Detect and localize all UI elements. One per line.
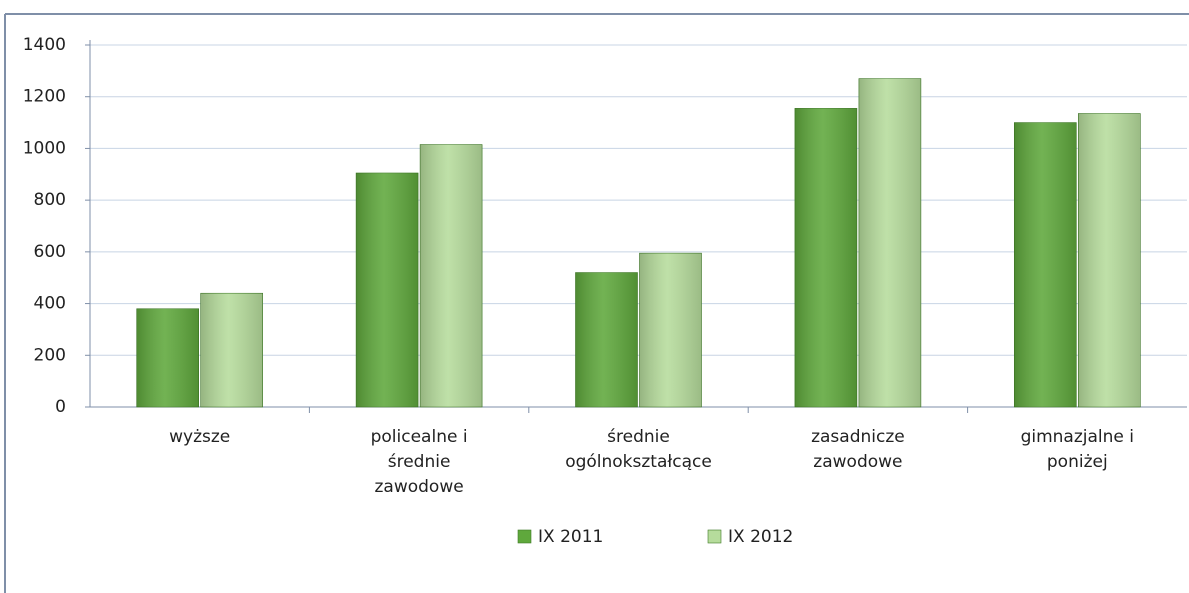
y-tick-label: 800 (34, 190, 66, 210)
y-tick-label: 400 (34, 294, 66, 314)
x-tick-label: ogólnokształcące (565, 452, 712, 472)
bar (575, 272, 638, 408)
y-tick-label: 200 (34, 345, 66, 365)
y-tick-label: 1400 (23, 35, 66, 55)
x-tick-label: policealne i (371, 427, 468, 447)
x-tick-label: zasadnicze (811, 427, 905, 447)
bar (136, 308, 199, 408)
bar (1013, 122, 1077, 408)
y-tick-label: 0 (55, 397, 66, 417)
x-tick-label: średnie (388, 452, 451, 472)
legend-label: IX 2012 (728, 527, 793, 547)
bar (1078, 113, 1141, 408)
bar (355, 172, 419, 408)
x-tick-label: zawodowe (813, 452, 902, 472)
legend-swatch (517, 529, 532, 544)
bar (419, 144, 483, 408)
legend-label: IX 2011 (538, 527, 603, 547)
bar (200, 292, 263, 408)
bar (858, 78, 922, 408)
y-tick-label: 1200 (23, 87, 66, 107)
x-tick-label: zawodowe (374, 477, 463, 497)
y-tick-label: 600 (34, 242, 66, 262)
legend-swatch (707, 529, 722, 544)
y-tick-label: 1000 (23, 138, 66, 158)
x-tick-label: poniżej (1047, 452, 1108, 472)
bar (794, 108, 858, 408)
x-tick-label: gimnazjalne i (1021, 427, 1134, 447)
x-tick-label: średnie (607, 427, 670, 447)
bar (639, 252, 702, 408)
x-tick-label: wyższe (169, 427, 230, 447)
